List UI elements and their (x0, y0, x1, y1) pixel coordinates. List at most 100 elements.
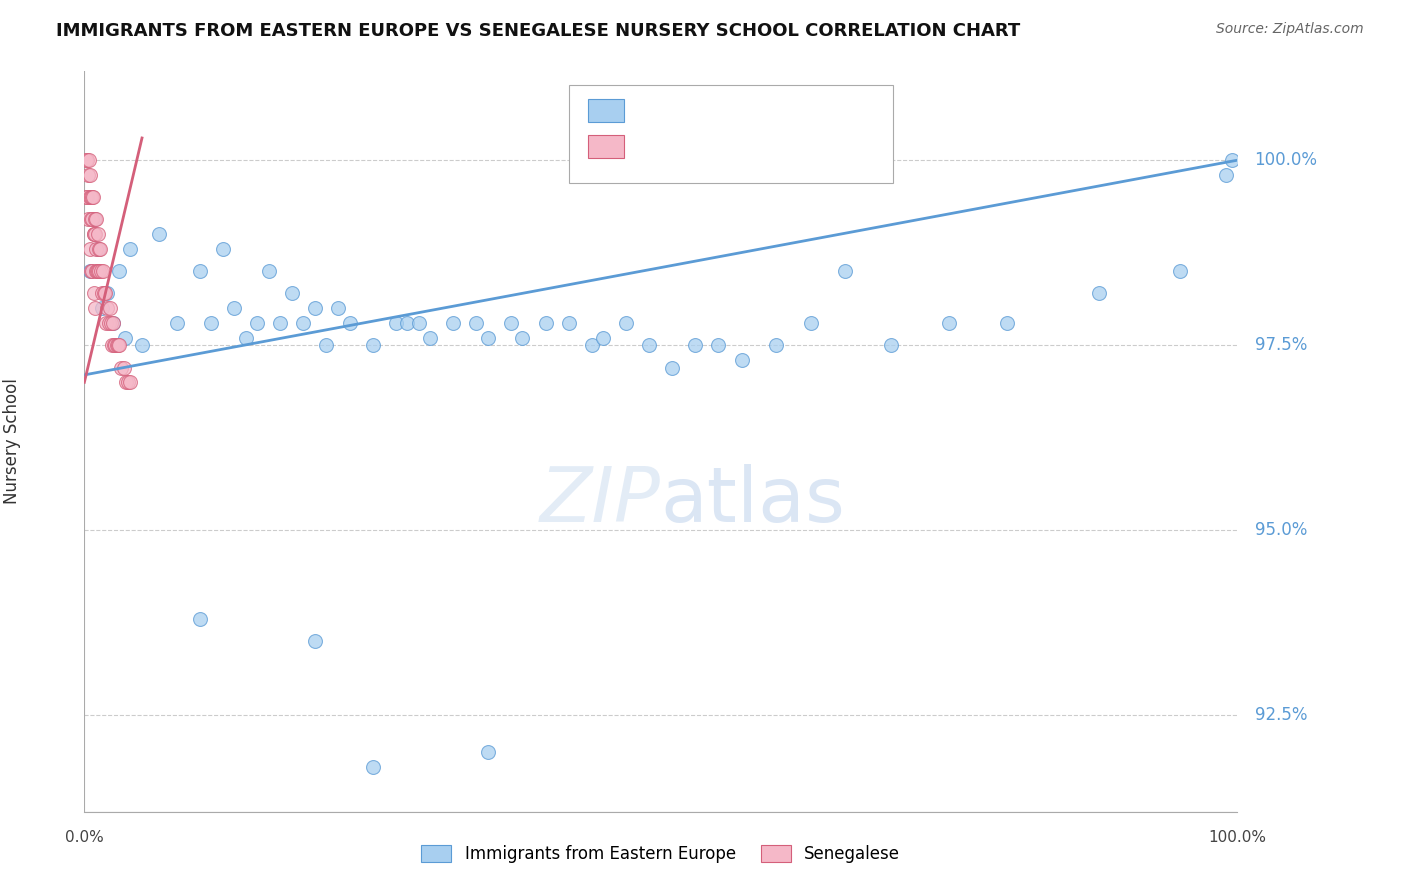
Text: Source: ZipAtlas.com: Source: ZipAtlas.com (1216, 22, 1364, 37)
Point (880, 338, 903, 352)
Point (1220, 153, 1243, 168)
Point (82, 212, 104, 227)
Legend: Immigrants from Eastern Europe, Senegalese: Immigrants from Eastern Europe, Senegale… (415, 838, 907, 870)
Point (77, 153, 100, 168)
Point (592, 331, 614, 345)
Point (512, 331, 534, 345)
Point (419, 331, 441, 345)
Point (86, 242, 108, 256)
Point (120, 376, 142, 390)
Point (361, 760, 384, 774)
Point (408, 316, 430, 330)
Text: 100.0%: 100.0% (1208, 830, 1267, 846)
Point (82, 190, 104, 204)
Point (101, 338, 124, 352)
Point (89, 264, 111, 278)
Point (685, 338, 707, 352)
Point (110, 360, 132, 375)
Point (76, 190, 98, 204)
Point (166, 316, 188, 330)
Point (1088, 286, 1111, 301)
Text: Nursery School: Nursery School (3, 378, 21, 505)
Point (79, 168, 101, 182)
Point (800, 316, 823, 330)
Point (89, 242, 111, 256)
Point (114, 331, 136, 345)
Point (75, 190, 97, 204)
Point (87, 242, 110, 256)
Point (83, 227, 105, 242)
Point (730, 353, 752, 368)
Point (304, 634, 326, 648)
Point (107, 338, 129, 352)
Point (581, 338, 603, 352)
Point (477, 331, 499, 345)
Point (995, 316, 1018, 330)
Point (477, 746, 499, 760)
Point (257, 264, 280, 278)
Point (94, 286, 117, 301)
Point (82, 264, 104, 278)
Point (614, 316, 637, 330)
Point (188, 264, 211, 278)
Point (80, 190, 103, 204)
Point (83, 227, 105, 242)
Point (96, 301, 118, 316)
Text: atlas: atlas (661, 464, 845, 538)
Point (131, 338, 153, 352)
Point (96, 286, 118, 301)
Point (79, 264, 101, 278)
Point (499, 316, 522, 330)
Point (396, 316, 419, 330)
Point (86, 227, 108, 242)
Point (108, 264, 131, 278)
Point (105, 338, 128, 352)
Point (87, 242, 110, 256)
Text: ZIP: ZIP (540, 464, 661, 538)
Point (315, 338, 337, 352)
Point (87, 264, 110, 278)
Point (103, 316, 124, 330)
Point (97, 316, 120, 330)
Text: IMMIGRANTS FROM EASTERN EUROPE VS SENEGALESE NURSERY SCHOOL CORRELATION CHART: IMMIGRANTS FROM EASTERN EUROPE VS SENEGA… (56, 22, 1021, 40)
Point (112, 360, 135, 375)
Point (1215, 168, 1237, 182)
Point (557, 316, 579, 330)
Point (326, 301, 349, 316)
Point (115, 376, 138, 390)
Text: R = 0.297   N = 56: R = 0.297 N = 56 (631, 110, 815, 128)
Point (86, 264, 108, 278)
Point (281, 286, 304, 301)
Text: 97.5%: 97.5% (1254, 336, 1308, 354)
Point (80, 212, 103, 227)
Text: 100.0%: 100.0% (1254, 152, 1317, 169)
Point (100, 316, 122, 330)
Point (76, 153, 98, 168)
Point (246, 316, 269, 330)
Point (84, 264, 107, 278)
Point (707, 338, 730, 352)
Point (120, 242, 142, 256)
Point (90, 286, 112, 301)
Point (1168, 264, 1191, 278)
Text: 92.5%: 92.5% (1254, 706, 1308, 724)
Point (93, 286, 115, 301)
Point (200, 316, 222, 330)
Point (661, 360, 683, 375)
Point (84, 212, 107, 227)
Point (103, 338, 125, 352)
Text: 0.0%: 0.0% (65, 830, 104, 846)
Point (83, 301, 105, 316)
Point (834, 264, 856, 278)
Point (465, 316, 488, 330)
Point (84, 227, 107, 242)
Point (79, 190, 101, 204)
Text: R = 0.481   N = 54: R = 0.481 N = 54 (631, 145, 815, 163)
Point (83, 212, 105, 227)
Point (304, 301, 326, 316)
Point (80, 264, 103, 278)
Point (188, 612, 211, 626)
Point (76, 168, 98, 182)
Point (441, 316, 464, 330)
Point (75, 153, 97, 168)
